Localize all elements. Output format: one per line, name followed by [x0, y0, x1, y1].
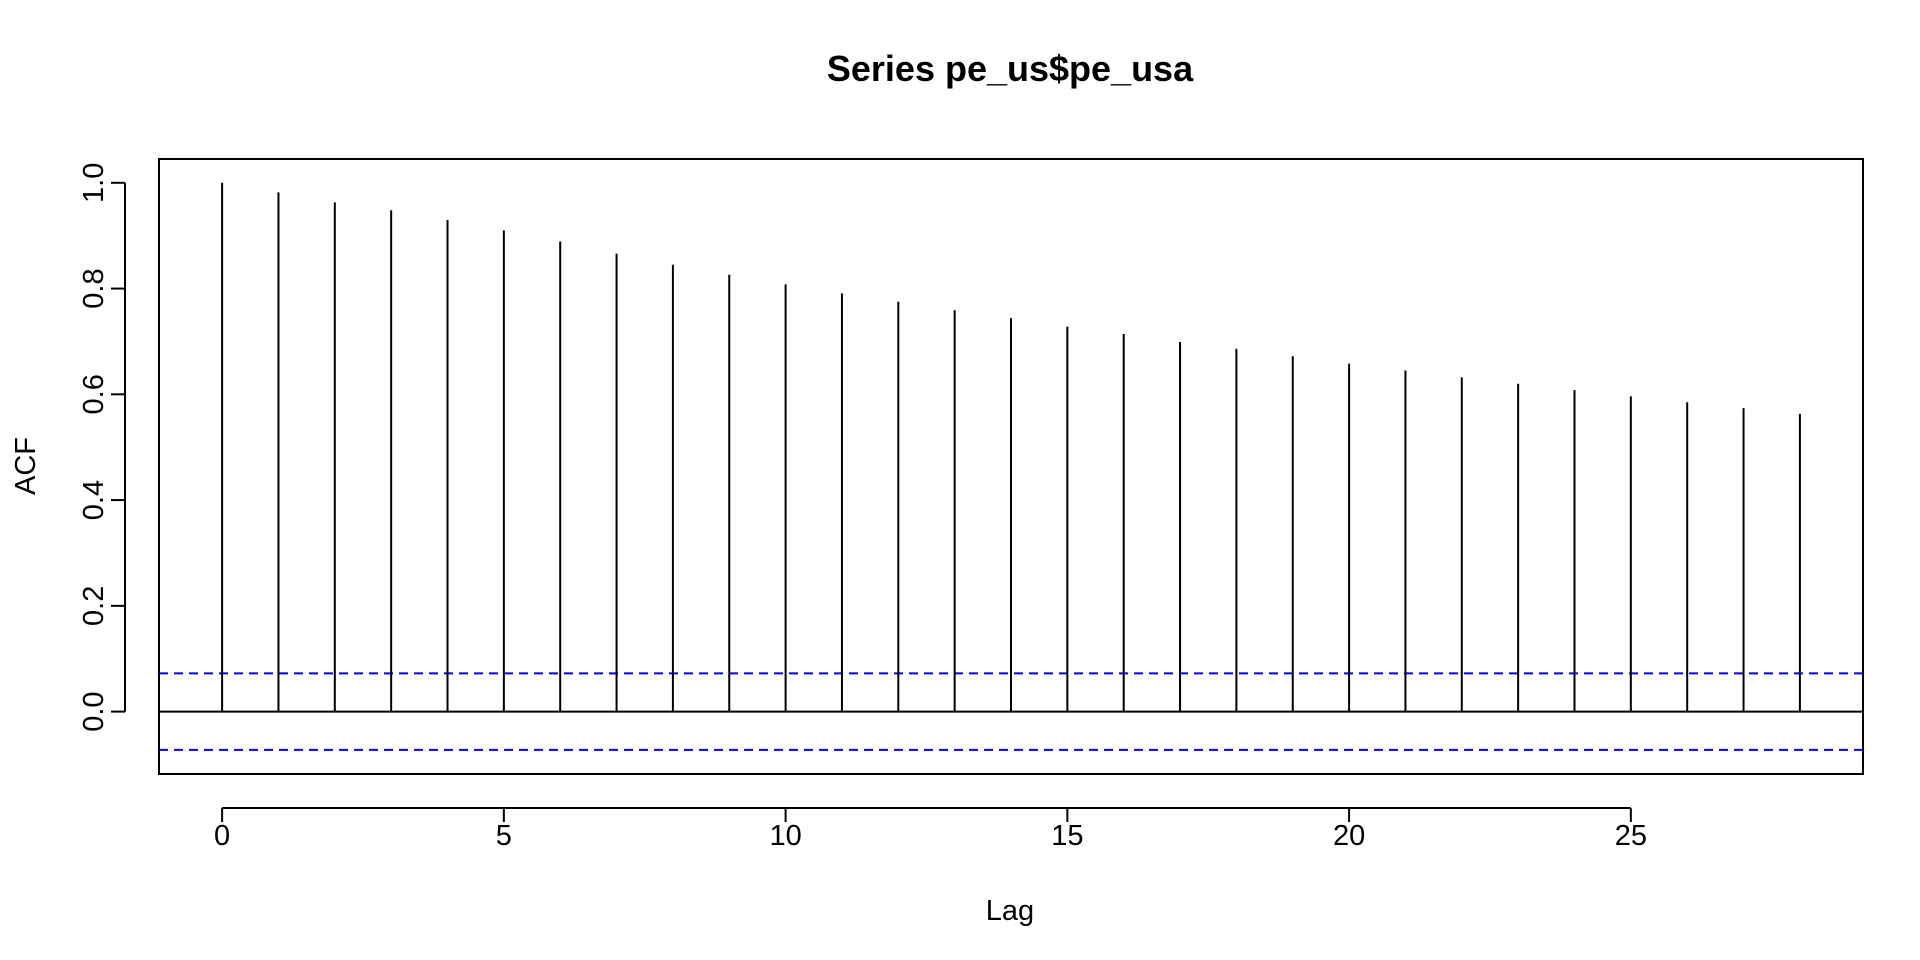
x-tick-label-5: 5 — [496, 820, 512, 852]
chart-title: Series pe_us$pe_usa — [827, 48, 1194, 89]
x-tick-label-10: 10 — [769, 820, 801, 852]
y-tick-label-0-2: 0.2 — [78, 586, 110, 626]
y-tick-label-0-4: 0.4 — [78, 480, 110, 520]
x-axis-label: Lag — [986, 895, 1034, 927]
x-tick-label-25: 25 — [1615, 820, 1647, 852]
y-tick-label-0: 0.0 — [78, 691, 110, 731]
plot-area: 0 5 10 15 20 25 0.0 0.2 0.4 0.6 0.8 1.0 — [78, 159, 1863, 852]
y-tick-label-0-6: 0.6 — [78, 374, 110, 414]
x-tick-label-0: 0 — [214, 820, 230, 852]
y-axis-label: ACF — [10, 437, 42, 495]
x-tick-label-20: 20 — [1333, 820, 1365, 852]
y-tick-label-0-8: 0.8 — [78, 268, 110, 308]
x-tick-label-15: 15 — [1051, 820, 1083, 852]
y-tick-label-1: 1.0 — [78, 163, 110, 203]
